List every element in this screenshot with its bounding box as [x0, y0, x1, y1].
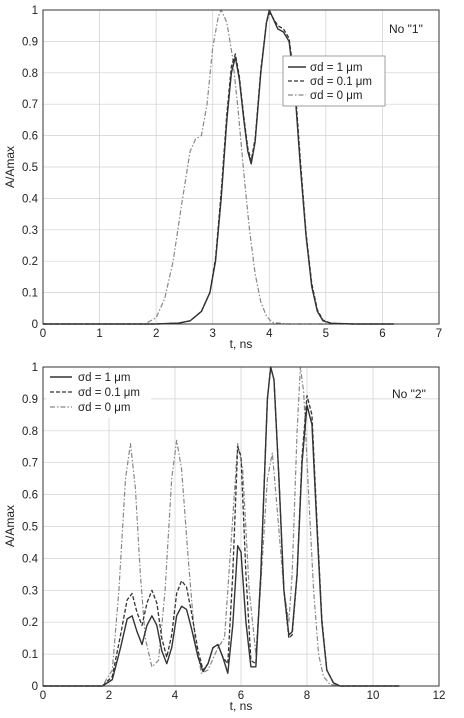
legend-entry: σd = 0 μm — [78, 402, 130, 414]
x-tick-label: 6 — [379, 328, 385, 340]
series-line-3 — [43, 9, 394, 325]
y-axis-label: A/Amax — [3, 505, 17, 547]
x-tick-label: 10 — [367, 690, 380, 702]
y-tick-label: 0.8 — [22, 426, 38, 438]
x-tick-label: 4 — [172, 690, 179, 702]
y-tick-label: 0.5 — [22, 162, 38, 174]
y-tick-label: 0.2 — [22, 256, 38, 268]
plot-frame — [42, 366, 440, 687]
series-line-3 — [43, 366, 400, 687]
x-tick-label: 0 — [40, 690, 46, 702]
y-tick-label: 0.8 — [22, 68, 38, 80]
y-tick-label: 0.4 — [22, 193, 39, 205]
y-tick-label: 0.1 — [22, 288, 38, 300]
x-tick-label: 7 — [436, 328, 442, 340]
x-tick-label: 0 — [40, 328, 46, 340]
y-tick-label: 0.6 — [22, 490, 38, 502]
x-axis-label: t, ns — [230, 337, 253, 351]
legend-entry: σd = 1 μm — [78, 372, 130, 384]
x-axis-label: t, ns — [230, 699, 253, 713]
legend: σd = 1 μm σd = 0.1 μm σd = 0 μm — [47, 370, 151, 418]
legend-entry: σd = 0.1 μm — [78, 387, 140, 399]
y-tick-label: 0.1 — [22, 649, 38, 661]
y-tick-label: 0.3 — [22, 225, 38, 237]
x-tick-label: 4 — [266, 328, 273, 340]
chart-no-1: 0 1 2 3 4 5 6 7 0 0.1 0.2 0.3 0.4 0.5 0.6 0.7 0.8 0.9 1 t… — [3, 5, 442, 351]
series-lines — [43, 366, 400, 687]
x-tick-labels: 0 1 2 3 4 5 6 7 — [40, 328, 442, 340]
panel-annotation: No "2" — [392, 387, 426, 401]
y-tick-label: 0 — [32, 319, 38, 331]
y-tick-label: 0.7 — [22, 99, 38, 111]
legend-entry: σd = 0.1 μm — [310, 76, 372, 88]
y-tick-labels: 0 0.1 0.2 0.3 0.4 0.5 0.6 0.7 0.8 0.9 1 — [22, 362, 39, 693]
legend: σd = 1 μm σd = 0.1 μm σd = 0 μm — [282, 55, 386, 107]
y-tick-label: 0.6 — [22, 131, 38, 143]
y-tick-labels: 0 0.1 0.2 0.3 0.4 0.5 0.6 0.7 0.8 0.9 1 — [22, 5, 39, 331]
x-tick-label: 12 — [433, 690, 446, 702]
chart-no-2: 0 2 4 6 8 10 12 00.10.20.30.40.50.60.70.80.91 … — [3, 362, 445, 713]
x-tick-label: 2 — [153, 328, 159, 340]
y-tick-label: 0.3 — [22, 585, 38, 597]
y-tick-label: 0.4 — [22, 553, 39, 565]
y-tick-label: 0.7 — [22, 458, 38, 470]
y-tick-label: 0.9 — [22, 394, 38, 406]
series-lines — [43, 9, 394, 325]
x-tick-labels: 0 2 4 6 8 10 12 — [40, 690, 446, 702]
x-tick-label: 5 — [323, 328, 329, 340]
y-tick-label: 0 — [32, 681, 38, 693]
plot-frame — [42, 9, 440, 325]
series-line-1 — [43, 366, 400, 687]
x-tick-label: 6 — [238, 690, 244, 702]
x-tick-label: 3 — [210, 328, 216, 340]
panel-annotation: No "1" — [389, 22, 423, 36]
y-tick-label: 1 — [32, 5, 38, 17]
x-tick-label: 1 — [96, 328, 102, 340]
y-tick-label: 0.2 — [22, 617, 38, 629]
x-tick-label: 8 — [304, 690, 310, 702]
y-tick-label: 0.5 — [22, 522, 38, 534]
legend-entry: σd = 1 μm — [310, 62, 362, 74]
series-line-1 — [43, 9, 394, 325]
legend-box — [47, 370, 151, 418]
y-tick-label: 0.9 — [22, 36, 38, 48]
x-tick-label: 2 — [106, 690, 112, 702]
legend-entry: σd = 0 μm — [310, 90, 362, 102]
y-axis-label: A/Amax — [3, 146, 17, 188]
y-tick-label: 1 — [32, 362, 38, 374]
